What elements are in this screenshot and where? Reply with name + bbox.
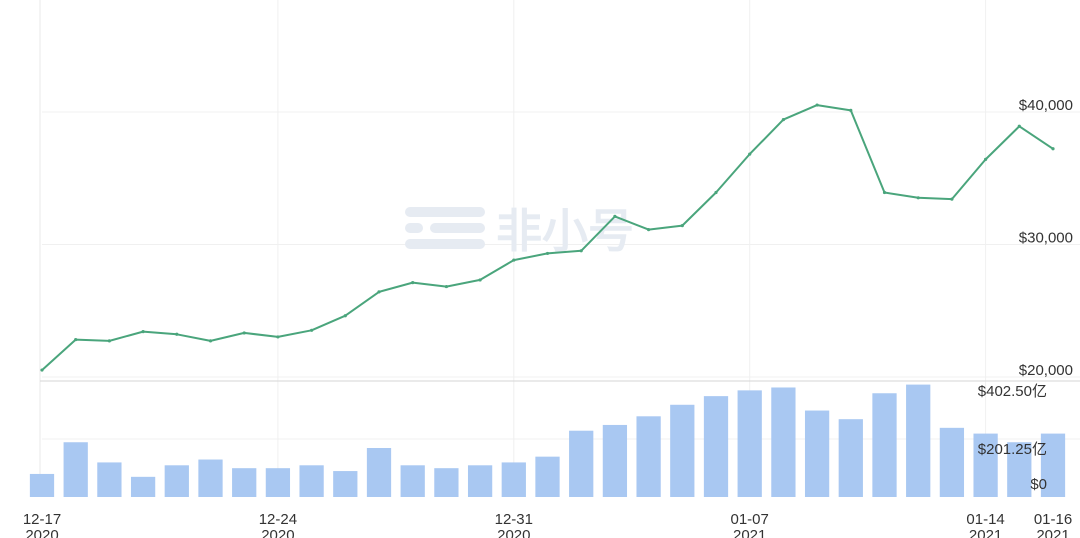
price-point <box>950 197 954 201</box>
watermark-bar <box>430 223 485 233</box>
x-tick-year: 2020 <box>497 527 530 538</box>
price-point <box>1051 147 1055 151</box>
price-point <box>545 251 550 256</box>
x-tick-date: 12-31 <box>495 511 533 528</box>
x-tick-date: 12-17 <box>23 511 61 528</box>
watermark-bar <box>405 207 485 217</box>
volume-bar <box>737 390 762 497</box>
x-tick-year: 2020 <box>25 527 58 538</box>
volume-bar <box>838 419 863 497</box>
price-point <box>512 258 516 262</box>
watermark-bar <box>405 239 485 249</box>
price-point <box>107 339 111 343</box>
price-point <box>310 328 314 332</box>
price-point <box>849 108 853 112</box>
volume-bar <box>434 468 459 497</box>
x-tick-date: 01-07 <box>731 511 769 528</box>
price-point <box>748 152 752 156</box>
volume-bar <box>535 456 560 497</box>
x-tick-date: 12-24 <box>259 511 297 528</box>
volume-bar <box>1040 433 1066 497</box>
price-tick-label: $40,000 <box>1019 97 1073 114</box>
price-point <box>141 330 145 334</box>
price-tick-label: $20,000 <box>1019 362 1073 379</box>
price-point <box>916 196 920 200</box>
price-point <box>40 368 44 372</box>
price-point <box>242 331 246 335</box>
price-point <box>680 224 684 228</box>
watermark-text: 非小号 <box>496 204 634 258</box>
volume-bar <box>63 442 88 497</box>
price-point <box>882 190 887 195</box>
x-tick-year: 2021 <box>1036 527 1069 538</box>
volume-bars <box>29 384 1066 497</box>
volume-bar <box>906 384 931 497</box>
volume-bar <box>97 462 122 497</box>
volume-bar <box>872 393 897 497</box>
price-tick-label: $30,000 <box>1019 230 1073 247</box>
volume-bar <box>501 462 526 497</box>
price-point <box>613 214 617 218</box>
price-point <box>208 339 213 343</box>
volume-bar <box>569 430 594 497</box>
volume-bar <box>164 465 189 497</box>
price-point <box>781 118 786 122</box>
volume-bar <box>939 427 965 497</box>
volume-bar <box>29 473 55 497</box>
volume-bar <box>232 468 257 497</box>
volume-bar <box>265 468 291 497</box>
volume-bar <box>804 410 830 497</box>
volume-bar <box>299 465 324 497</box>
price-line-layer <box>40 103 1055 372</box>
price-point <box>984 157 988 161</box>
volume-bar <box>400 465 425 497</box>
watermark-logo: 非小号 <box>405 204 634 258</box>
volume-bar <box>1007 442 1032 497</box>
volume-bar <box>703 396 729 497</box>
price-point <box>647 228 651 232</box>
price-point <box>444 284 448 289</box>
volume-bar <box>366 448 392 497</box>
volume-bar <box>670 404 695 497</box>
y-axis-ticks: $20,000 $30,000 $40,000 $0 $201.25亿 $402.50亿 <box>978 97 1073 493</box>
price-point <box>74 337 78 342</box>
price-point <box>276 335 280 339</box>
volume-tick-label: $201.25亿 <box>978 441 1047 458</box>
volume-bar <box>636 416 661 497</box>
volume-bar <box>771 387 796 497</box>
volume-tick-label: $402.50亿 <box>978 383 1047 400</box>
volume-bar <box>467 465 493 497</box>
volume-bar <box>602 424 628 497</box>
price-point <box>377 290 381 294</box>
price-point <box>815 103 819 107</box>
x-tick-date: 01-16 <box>1034 511 1072 528</box>
price-point <box>478 278 482 282</box>
x-tick-year: 2021 <box>733 527 766 538</box>
price-point <box>714 190 718 195</box>
price-point <box>411 281 415 285</box>
x-tick-year: 2021 <box>969 527 1002 538</box>
price-point <box>1017 124 1021 128</box>
x-axis-ticks: 12-17202012-24202012-31202001-07202101-1… <box>23 511 1072 538</box>
price-point <box>175 332 179 336</box>
volume-bar <box>973 433 998 497</box>
x-tick-year: 2020 <box>261 527 294 538</box>
x-tick-date: 01-14 <box>966 511 1004 528</box>
volume-bar <box>333 471 358 497</box>
price-point <box>579 249 583 253</box>
volume-bar <box>130 476 156 497</box>
volume-tick-label: $0 <box>1030 476 1047 493</box>
volume-bar <box>198 459 223 497</box>
price-point <box>343 314 347 318</box>
watermark-bar <box>405 223 423 233</box>
